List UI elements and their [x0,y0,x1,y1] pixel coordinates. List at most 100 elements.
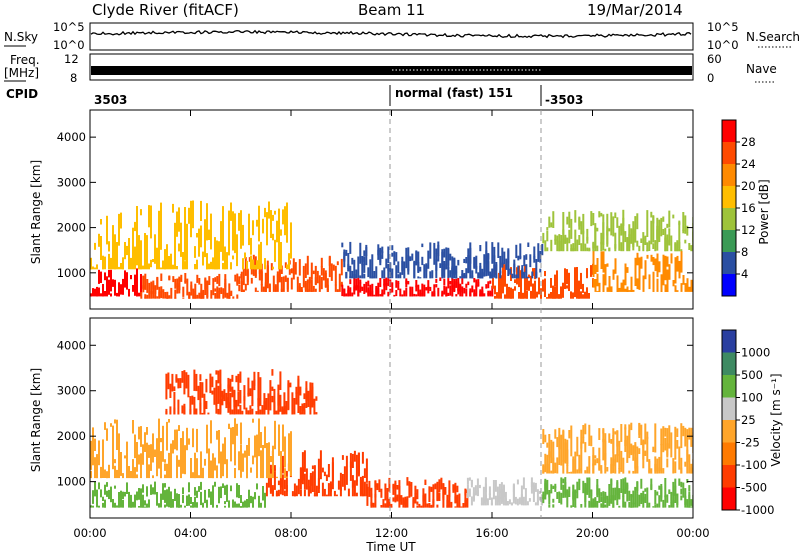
velocity-cell [660,484,663,497]
power-cell [636,252,639,266]
velocity-cell [516,498,519,506]
power-cell [487,281,490,289]
velocity-cell [406,477,409,486]
velocity-cell [315,412,318,415]
power-cell [469,269,472,279]
power-cell [116,292,118,297]
velocity-cell [158,441,160,448]
velocity-cell [208,449,210,475]
velocity-cell [311,465,314,470]
velocity-cell [268,442,270,470]
power-cell [184,261,186,270]
velocity-cell [280,460,282,479]
velocity-cell [238,491,240,499]
velocity-cell [612,487,615,502]
velocity-cell [251,408,254,415]
power-cell [584,291,586,299]
velocity-cell [620,424,623,442]
power-cell [160,286,163,293]
velocity-cell [252,496,254,505]
velocity-cell [416,505,419,508]
power-cell [186,223,188,261]
velocity-cell [222,443,224,477]
velocity-cell [178,494,180,508]
velocity-cell [327,464,330,478]
freq-label: Freq. [10,53,40,67]
power-cell [365,244,368,256]
velocity-cell [558,435,561,465]
power-cell [306,289,309,292]
colorbar-tick-label: -500 [741,481,767,495]
power-cell [594,223,597,229]
velocity-cell [278,424,280,431]
velocity-cell [274,420,276,450]
power-cell [220,287,223,294]
power-cell [475,255,478,270]
power-cell [351,270,354,279]
velocity-cell [616,480,619,499]
velocity-cell [193,396,196,415]
velocity-cell [90,470,92,479]
power-cell [168,295,171,299]
power-cell [524,265,526,273]
power-cell [646,242,649,252]
power-cell [395,252,398,262]
velocity-cell [646,431,649,440]
power-cell [628,224,631,237]
velocity-cell [394,482,397,503]
velocity-cell [226,484,228,502]
velocity-cell [646,436,649,462]
power-cell [347,268,350,272]
power-cell [508,286,510,299]
power-cell [218,273,221,287]
power-cell [150,291,153,299]
power-cell [318,275,321,292]
velocity-cell [327,483,330,497]
power-cell [254,264,256,270]
power-cell [120,212,122,229]
velocity-cell [250,495,252,504]
velocity-cell [634,442,637,469]
velocity-cell [628,490,631,501]
power-cell [170,287,173,299]
velocity-cell [674,426,677,460]
power-heatmap [90,200,693,299]
velocity-cell [642,496,645,508]
velocity-cell [216,430,218,440]
velocity-cell [634,487,637,504]
power-cell [570,244,573,252]
power-cell [280,265,283,274]
velocity-cell [168,491,170,505]
power-cell [349,287,352,297]
power-cell [381,270,384,279]
power-cell [363,273,366,279]
velocity-cell [262,488,264,501]
velocity-cell [430,504,433,508]
power-cell [504,294,506,299]
velocity-cell [450,501,453,508]
velocity-cell [240,495,242,503]
power-cell [266,260,269,282]
power-cell [345,271,348,279]
velocity-cell [160,503,162,508]
power-cell [644,260,647,280]
velocity-cell [185,372,188,389]
power-cell [182,286,185,297]
power-cell [556,283,558,299]
velocity-cell [260,450,262,479]
power-cell [250,277,253,284]
velocity-cell [174,429,176,450]
power-cell [533,255,536,263]
velocity-cell [160,501,162,505]
velocity-cell [556,457,559,474]
velocity-cell [584,470,587,474]
power-cell [252,220,254,236]
velocity-cell [98,482,100,490]
velocity-cell [622,495,625,508]
velocity-cell [102,496,104,500]
power-cell [596,258,599,272]
velocity-cell [416,489,419,500]
velocity-cell [182,431,184,457]
power-cell [662,229,665,235]
velocity-cell [213,387,216,405]
